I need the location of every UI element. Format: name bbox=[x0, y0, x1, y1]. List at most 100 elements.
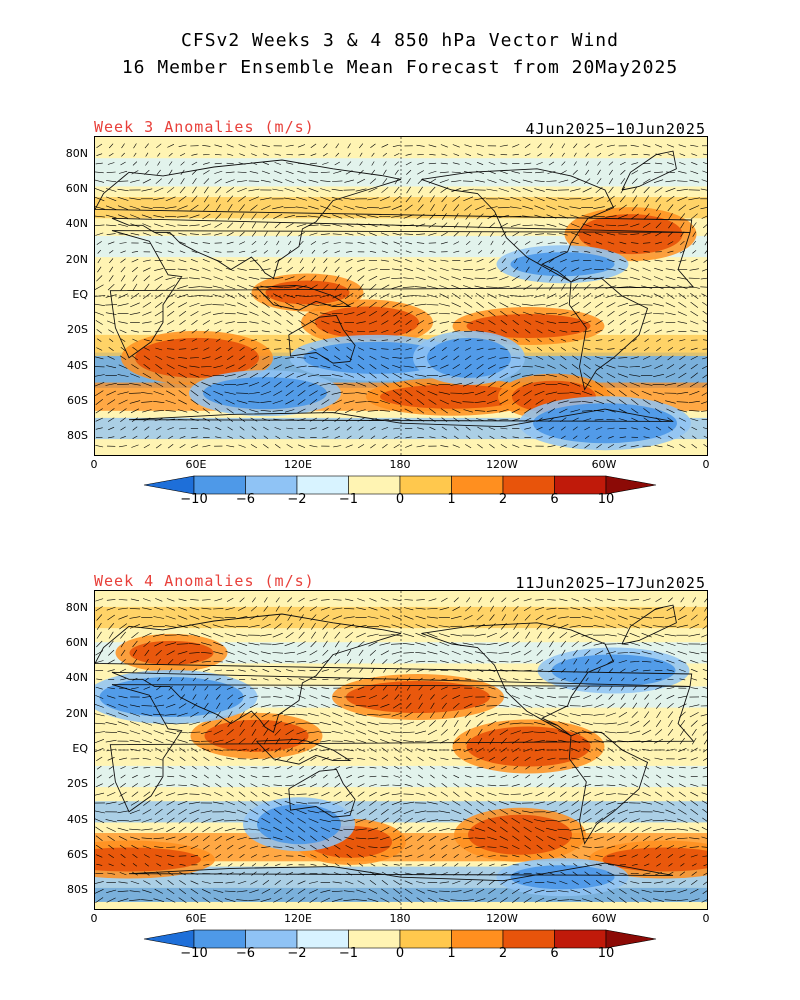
wind-arrow bbox=[498, 704, 510, 707]
wind-arrow bbox=[440, 729, 448, 736]
wind-arrow bbox=[357, 444, 365, 449]
wind-arrow bbox=[605, 624, 617, 629]
wind-arrow bbox=[334, 668, 341, 673]
wind-arrow bbox=[581, 197, 593, 201]
wind-arrow bbox=[403, 633, 415, 637]
wind-arrow bbox=[500, 756, 507, 762]
wind-arrow bbox=[679, 347, 686, 351]
wind-arrow bbox=[287, 614, 292, 621]
wind-arrow bbox=[108, 844, 115, 850]
wind-arrow bbox=[653, 285, 664, 290]
wind-arrow bbox=[297, 144, 306, 148]
wind-arrow bbox=[426, 819, 439, 823]
wind-arrow bbox=[395, 677, 399, 682]
wind-arrow bbox=[677, 382, 688, 387]
wind-arrow bbox=[95, 826, 104, 833]
wind-arrow bbox=[356, 695, 366, 699]
wind-arrow bbox=[321, 614, 330, 621]
wind-arrow bbox=[537, 765, 543, 770]
wind-arrow bbox=[381, 187, 389, 193]
wind-arrow bbox=[426, 382, 439, 386]
wind-arrow bbox=[190, 390, 199, 397]
wind-arrow bbox=[665, 171, 675, 173]
wind-arrow bbox=[441, 204, 447, 212]
wind-arrow bbox=[177, 712, 188, 717]
wind-arrow bbox=[593, 625, 605, 628]
wind-arrow bbox=[702, 339, 707, 341]
wind-arrow bbox=[570, 730, 581, 735]
wind-arrow bbox=[323, 338, 328, 342]
wind-arrow bbox=[570, 607, 581, 610]
wind-arrow bbox=[392, 144, 401, 147]
wind-arrow bbox=[499, 836, 509, 841]
wind-arrow bbox=[606, 801, 616, 805]
wind-arrow bbox=[203, 774, 209, 779]
wind-arrow bbox=[511, 888, 520, 894]
wind-arrow bbox=[595, 880, 603, 885]
wind-arrow bbox=[462, 624, 474, 628]
wind-arrow bbox=[310, 143, 317, 148]
wind-arrow bbox=[558, 836, 569, 840]
wind-arrow bbox=[534, 188, 545, 192]
wind-arrow bbox=[380, 792, 390, 796]
colorbar-label: 6 bbox=[550, 492, 559, 507]
wind-arrow bbox=[238, 364, 246, 370]
wind-arrow bbox=[343, 383, 355, 386]
wind-arrow bbox=[225, 267, 235, 272]
wind-arrow bbox=[405, 319, 412, 326]
wind-arrow bbox=[391, 800, 402, 806]
wind-arrow bbox=[359, 161, 363, 166]
wind-arrow bbox=[153, 410, 164, 412]
wind-arrow bbox=[273, 170, 282, 175]
wind-arrow bbox=[263, 444, 269, 449]
wind-arrow bbox=[570, 809, 580, 815]
wind-arrow bbox=[451, 836, 462, 840]
wind-arrow bbox=[117, 730, 129, 734]
wind-arrow bbox=[250, 800, 258, 806]
coastline bbox=[256, 284, 352, 311]
wind-arrow bbox=[632, 702, 638, 709]
wind-arrow bbox=[643, 854, 650, 858]
wind-arrow bbox=[107, 872, 116, 875]
wind-arrow bbox=[430, 702, 435, 710]
wind-arrow bbox=[237, 276, 247, 281]
wind-arrow bbox=[595, 372, 603, 379]
wind-arrow bbox=[608, 178, 614, 185]
wind-arrow bbox=[309, 695, 318, 699]
wind-arrow bbox=[465, 347, 472, 351]
wind-arrow bbox=[607, 319, 615, 326]
wind-arrow bbox=[476, 668, 484, 673]
wind-arrow bbox=[546, 881, 557, 884]
wind-arrow bbox=[95, 171, 104, 174]
wind-arrow bbox=[582, 275, 592, 281]
wind-arrow bbox=[629, 652, 641, 654]
wind-arrow bbox=[701, 268, 707, 272]
wind-arrow bbox=[617, 633, 629, 638]
wind-arrow bbox=[570, 409, 581, 413]
wind-arrow bbox=[533, 731, 546, 733]
wind-arrow bbox=[557, 616, 569, 619]
wind-arrow bbox=[523, 826, 532, 833]
wind-arrow bbox=[238, 444, 246, 448]
wind-arrow bbox=[570, 214, 581, 219]
wind-arrow bbox=[557, 205, 569, 210]
wind-arrow bbox=[631, 204, 638, 211]
wind-arrow bbox=[261, 846, 271, 848]
wind-arrow bbox=[404, 418, 413, 422]
wind-arrow bbox=[379, 400, 390, 404]
wind-arrow bbox=[583, 757, 591, 761]
wind-arrow bbox=[239, 355, 246, 361]
wind-arrow bbox=[188, 731, 201, 733]
wind-arrow bbox=[571, 372, 580, 379]
wind-arrow bbox=[620, 178, 626, 185]
wind-arrow bbox=[117, 827, 129, 832]
wind-arrow bbox=[345, 444, 353, 448]
wind-arrow bbox=[295, 722, 308, 725]
wind-arrow bbox=[535, 669, 544, 672]
wind-arrow bbox=[537, 152, 542, 157]
wind-arrow bbox=[164, 625, 177, 628]
wind-arrow bbox=[143, 275, 151, 282]
wind-arrow bbox=[438, 625, 451, 628]
wind-arrow bbox=[143, 800, 151, 806]
negative-anomaly bbox=[427, 337, 511, 378]
